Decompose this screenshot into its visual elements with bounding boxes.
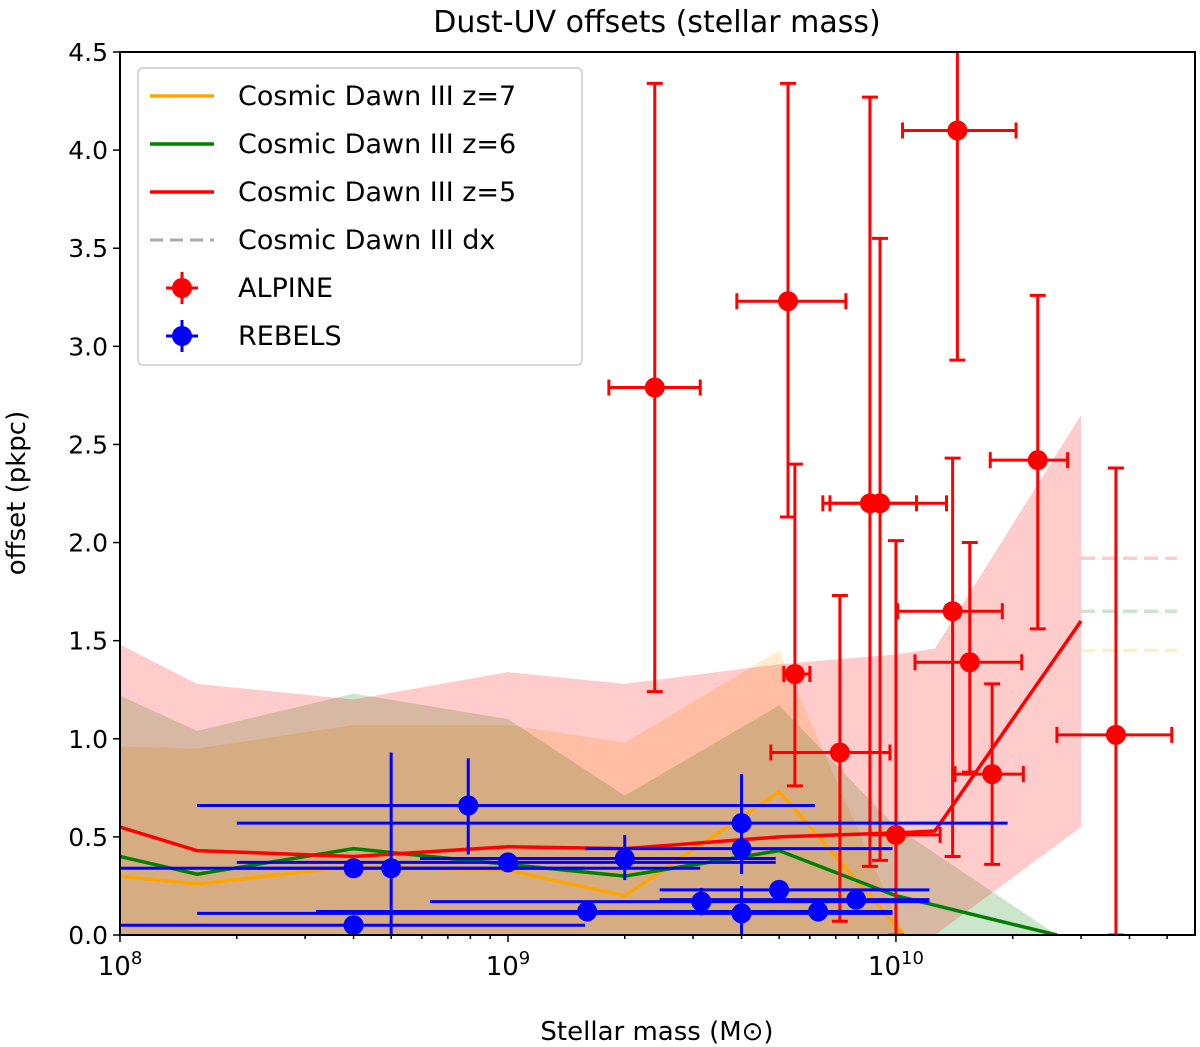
x-tick-label-0: 108 [98, 948, 143, 982]
model-line-1 [120, 846, 1058, 935]
REBELS-point-8 [731, 813, 752, 834]
ALPINE-point-7 [947, 120, 968, 141]
REBELS-point-3 [458, 795, 479, 816]
y-tick-label-1: 0.5 [68, 823, 108, 852]
legend-label-1: Cosmic Dawn III z=6 [238, 129, 516, 160]
chart-title: Dust-UV offsets (stellar mass) [433, 5, 880, 40]
y-tick-label-4: 2.0 [68, 529, 108, 558]
legend-label-0: Cosmic Dawn III z=7 [238, 81, 516, 112]
x-tick-label-2: 1010 [868, 948, 924, 982]
ALPINE-point-11 [1027, 450, 1048, 471]
legend: Cosmic Dawn III z=7 Cosmic Dawn III z=6 Co… [137, 67, 583, 366]
legend-label-5: REBELS [238, 321, 342, 352]
y-tick-label-0: 0.0 [68, 921, 108, 950]
ALPINE-point-6 [885, 824, 906, 845]
REBELS-point-4 [497, 852, 518, 873]
legend-box [137, 67, 583, 366]
ALPINE-point-2 [784, 664, 805, 685]
legend-label-4: ALPINE [238, 273, 333, 304]
x-tick-label-1: 109 [486, 948, 531, 982]
REBELS-point-1 [343, 915, 364, 935]
ALPINE-point-12 [1105, 724, 1126, 745]
REBELS-point-7 [691, 891, 712, 912]
legend-swatch-4 [172, 278, 192, 298]
ALPINE-point-3 [829, 742, 850, 763]
axes-frame [119, 51, 1196, 936]
y-tick-label-5: 2.5 [68, 430, 108, 459]
REBELS-point-11 [769, 879, 790, 900]
y-tick-label-9: 4.5 [68, 38, 108, 67]
ALPINE-point-1 [778, 291, 799, 312]
x-axis-label: Stellar mass (M⊙) [540, 1017, 773, 1047]
y-axis-label: offset (pkpc) [2, 411, 32, 575]
ALPINE-point-8 [942, 601, 963, 622]
plot-area [120, 52, 1177, 935]
legend-label-2: Cosmic Dawn III z=5 [238, 177, 516, 208]
ALPINE-point-10 [982, 764, 1003, 785]
ALPINE-point-0 [644, 377, 665, 398]
REBELS-point-6 [614, 848, 635, 869]
y-tick-label-7: 3.5 [68, 234, 108, 263]
ALPINE-point-5 [870, 493, 891, 514]
y-tick-label-3: 1.5 [68, 627, 108, 656]
REBELS-point-9 [731, 838, 752, 859]
legend-swatch-5 [172, 326, 192, 346]
ALPINE-point-9 [959, 652, 980, 673]
REBELS-point-10 [731, 903, 752, 924]
y-tick-label-6: 3.0 [68, 332, 108, 361]
REBELS-point-12 [808, 901, 829, 922]
y-tick-label-8: 4.0 [68, 136, 108, 165]
legend-label-3: Cosmic Dawn III dx [238, 225, 495, 256]
REBELS-point-13 [846, 889, 867, 910]
y-tick-label-2: 1.0 [68, 725, 108, 754]
